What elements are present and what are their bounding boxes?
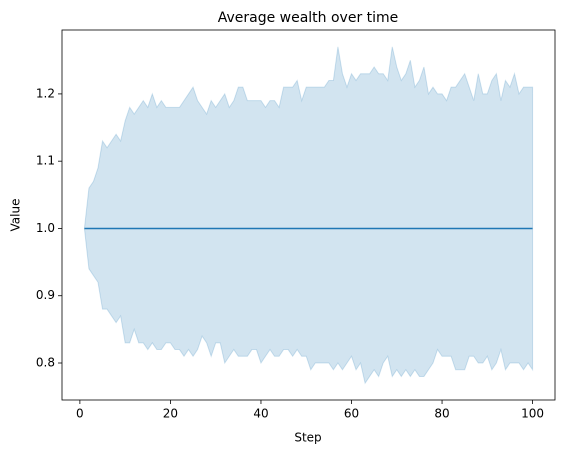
x-tick-label: 80	[434, 407, 449, 421]
x-tick-label: 40	[253, 407, 268, 421]
y-tick-label: 1.0	[36, 221, 55, 235]
y-tick-label: 1.2	[36, 86, 55, 100]
chart-title: Average wealth over time	[218, 10, 399, 26]
confidence-band	[83, 46, 534, 385]
plot-frame	[61, 29, 556, 401]
y-tick-label: 0.9	[36, 288, 55, 302]
x-tick-label: 100	[521, 407, 544, 421]
y-tick-label: 1.1	[36, 154, 55, 168]
y-axis-label: Value	[9, 199, 23, 232]
x-tick-label: 60	[344, 407, 359, 421]
y-tick-label: 0.8	[36, 356, 55, 370]
x-tick-label: 0	[76, 407, 84, 421]
x-axis-label: Step	[294, 431, 321, 445]
x-tick-label: 20	[163, 407, 178, 421]
